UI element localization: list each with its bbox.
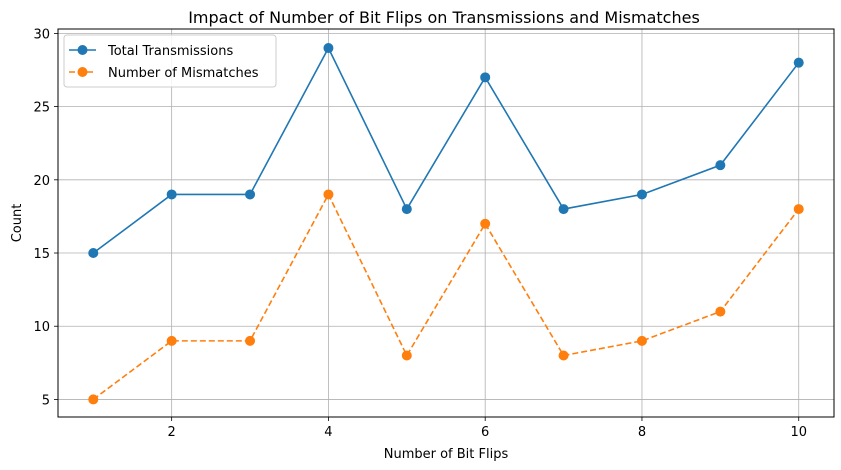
data-point-1 — [636, 335, 647, 346]
x-axis-label: Number of Bit Flips — [384, 447, 509, 462]
y-tick-label: 10 — [33, 320, 50, 335]
y-tick-label: 25 — [33, 101, 50, 116]
data-point-1 — [323, 189, 334, 200]
data-point-0 — [715, 160, 726, 171]
y-tick-label: 20 — [33, 174, 50, 189]
series-layer — [88, 43, 804, 405]
y-tick-label: 5 — [42, 393, 50, 408]
legend-marker-mismatch — [77, 67, 88, 77]
legend: Total Transmissions Number of Mismatches — [63, 34, 277, 88]
data-point-1 — [793, 204, 804, 215]
data-point-1 — [401, 350, 412, 361]
data-point-0 — [88, 248, 99, 259]
series-line-0 — [92, 46, 800, 254]
data-point-0 — [401, 204, 412, 215]
grid — [58, 29, 834, 417]
data-point-1 — [245, 335, 256, 346]
data-point-1 — [480, 218, 491, 229]
data-point-0 — [323, 43, 334, 54]
data-point-0 — [245, 189, 256, 200]
x-tick-label: 8 — [638, 425, 646, 440]
data-point-1 — [715, 306, 726, 317]
data-point-1 — [166, 335, 177, 346]
plot-frame — [57, 28, 835, 418]
axis-ticks: 2 4 6 8 10 5 10 15 20 25 30 — [33, 27, 807, 440]
x-tick-label: 10 — [790, 425, 807, 440]
x-tick-label: 2 — [168, 425, 176, 440]
chart-title: Impact of Number of Bit Flips on Transmi… — [188, 8, 700, 27]
legend-label-mismatch: Number of Mismatches — [108, 66, 259, 81]
data-point-0 — [166, 189, 177, 200]
y-tick-label: 15 — [33, 247, 50, 262]
legend-box — [63, 34, 277, 88]
series-line-1 — [92, 192, 800, 401]
data-point-0 — [793, 57, 804, 68]
data-point-0 — [558, 204, 569, 215]
data-point-0 — [636, 189, 647, 200]
y-tick-label: 30 — [33, 27, 50, 42]
x-tick-label: 4 — [324, 425, 332, 440]
data-point-0 — [480, 72, 491, 83]
legend-marker-total — [77, 45, 88, 55]
data-point-1 — [88, 394, 99, 405]
data-point-1 — [558, 350, 569, 361]
legend-label-total: Total Transmissions — [107, 44, 233, 59]
x-tick-label: 6 — [481, 425, 489, 440]
y-axis-label: Count — [10, 204, 25, 243]
